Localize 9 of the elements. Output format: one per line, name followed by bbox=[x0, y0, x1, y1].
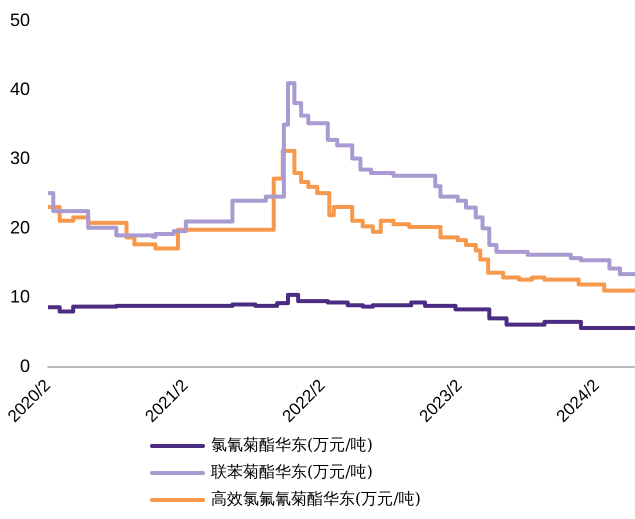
y-tick-label: 0 bbox=[20, 356, 30, 376]
legend-label: 联苯菊酯华东(万元/吨) bbox=[211, 462, 373, 483]
y-tick-label: 20 bbox=[10, 217, 30, 238]
y-tick-label: 30 bbox=[10, 148, 30, 168]
legend-label: 氯氰菊酯华东(万元/吨) bbox=[211, 435, 373, 456]
y-tick-label: 10 bbox=[10, 286, 30, 307]
legend-label: 高效氯氟氰菊酯华东(万元/吨) bbox=[211, 489, 421, 510]
y-tick-label: 40 bbox=[10, 78, 30, 99]
y-tick-label: 50 bbox=[10, 10, 30, 30]
